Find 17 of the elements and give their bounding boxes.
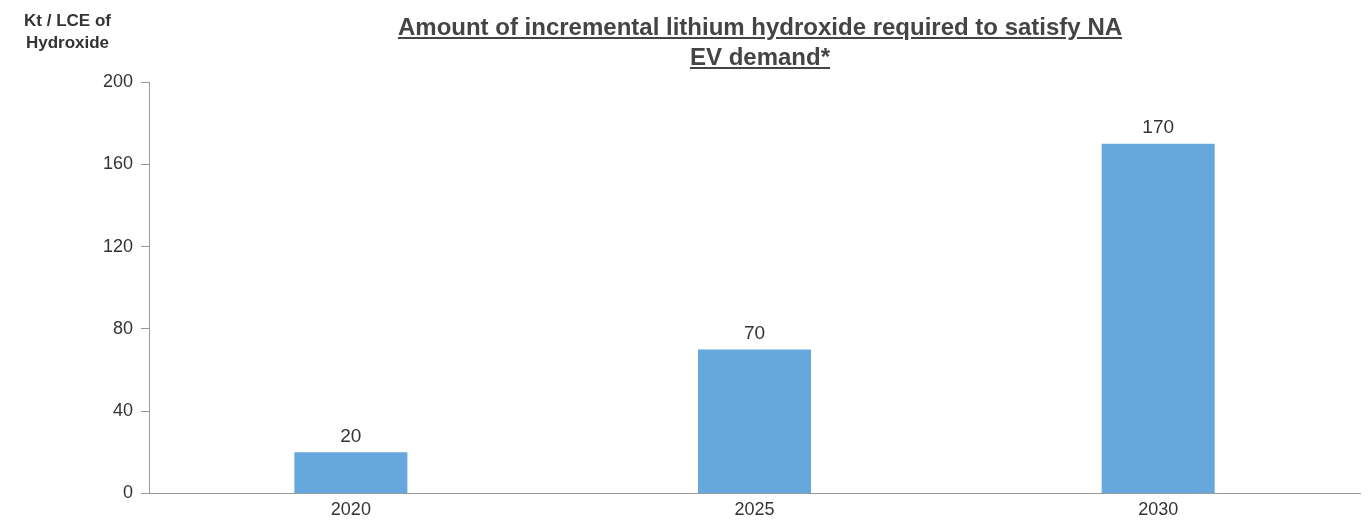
y-tick-label: 40: [113, 400, 134, 421]
data-label: 170: [1142, 116, 1175, 138]
x-tick-label: 2025: [734, 499, 775, 520]
data-label: 20: [340, 424, 362, 446]
x-tick-label: 2020: [330, 499, 371, 520]
y-tick-label: 80: [113, 317, 134, 338]
y-axis-title: Kt / LCE of Hydroxide: [23, 10, 112, 54]
y-tick-label: 120: [102, 235, 134, 256]
bar: [294, 452, 408, 493]
x-tick-label: 2030: [1138, 499, 1179, 520]
bar: [1101, 143, 1215, 493]
bar: [698, 349, 812, 493]
data-label: 70: [743, 322, 766, 344]
chart-title: Amount of incremental lithium hydroxide required to satisfy NA EV demand*: [396, 12, 1124, 72]
y-tick-label: 160: [102, 153, 134, 174]
y-tick-label: 200: [102, 70, 134, 91]
y-tick-label: 0: [123, 482, 134, 503]
